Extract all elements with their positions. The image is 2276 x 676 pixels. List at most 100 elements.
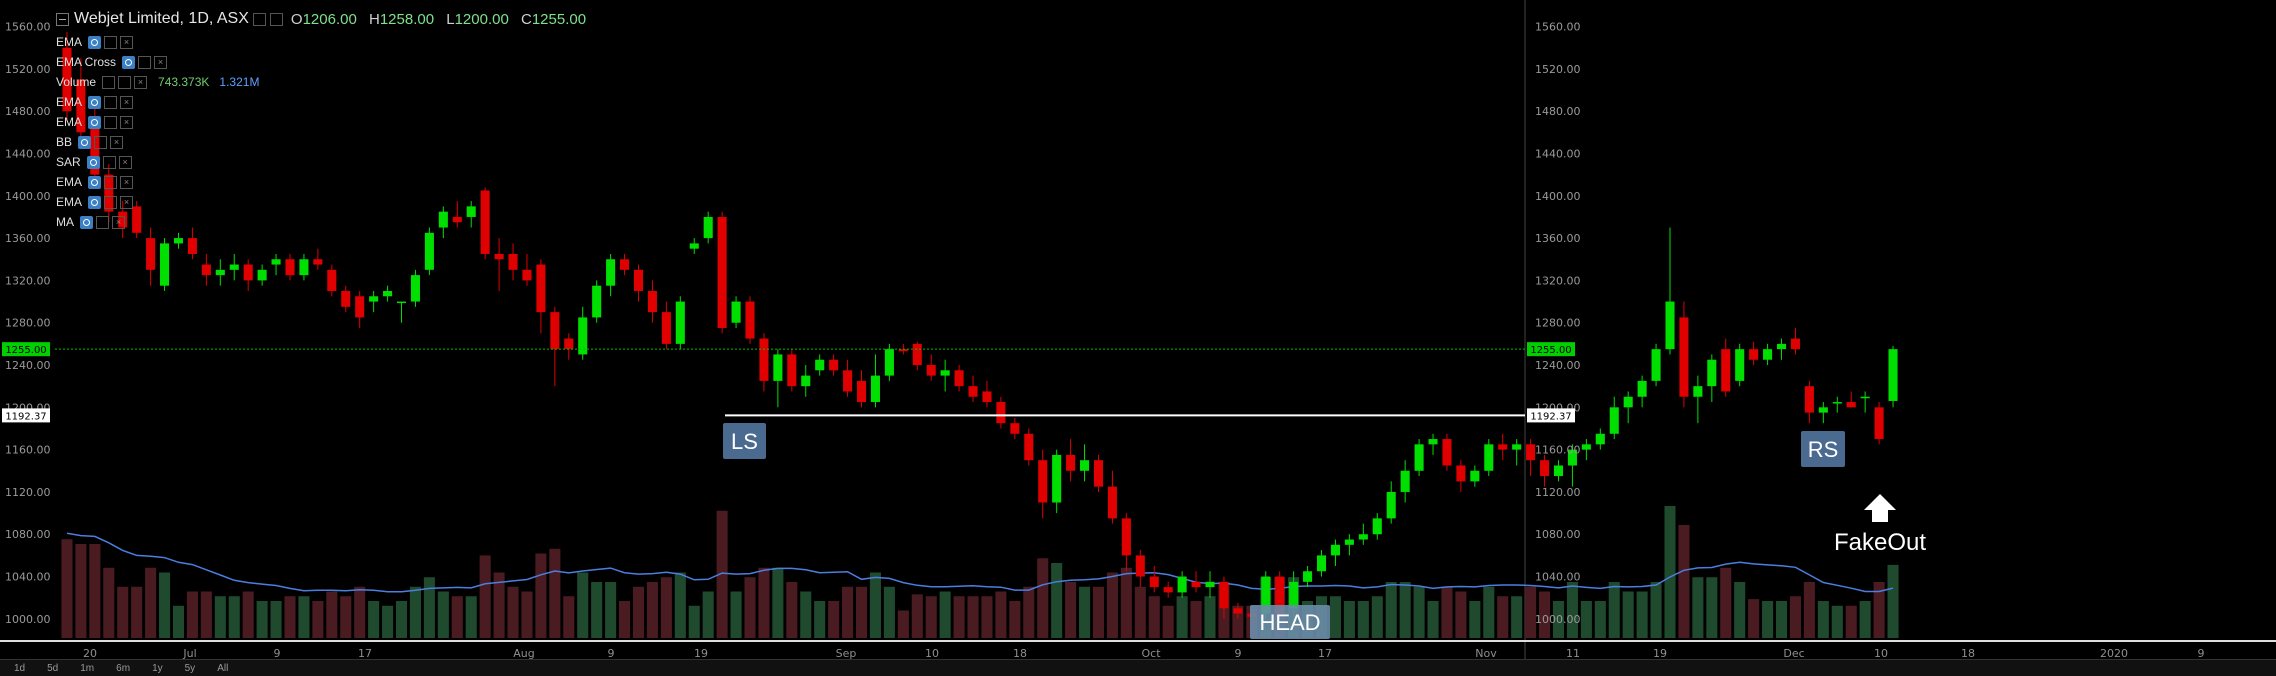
low-key: L	[446, 10, 455, 28]
x-tick-label: 20	[83, 647, 97, 660]
timeframe-1y[interactable]: 1y	[152, 662, 163, 674]
volume-bar	[1552, 601, 1565, 638]
candle-body	[829, 359, 839, 371]
volume-bar	[744, 577, 756, 638]
volume-bar	[284, 596, 296, 638]
indicator-row[interactable]: EMA ×	[56, 92, 259, 112]
x-tick-label: 10	[1874, 647, 1888, 660]
ohlc-values: O1206.00 H1258.00 L1200.00 C1255.00	[291, 11, 594, 28]
volume-ma-value: 1.321M	[219, 75, 260, 89]
settings-icon	[118, 75, 132, 89]
candle-body	[1414, 444, 1424, 471]
volume-bar	[1455, 591, 1467, 638]
candle-body	[536, 264, 546, 313]
candle-body	[1107, 486, 1117, 519]
indicator-row[interactable]: BB ×	[56, 132, 259, 152]
candle-body	[76, 79, 86, 133]
settings-icon[interactable]	[269, 12, 283, 26]
candle-body	[1358, 534, 1368, 540]
date-axis[interactable]: 20 Jul 9 17 Aug 9 19 Sep 10 18 Oct 9 17 Nov 11 19 Dec 10 1…	[83, 647, 2205, 660]
timeframe-5y[interactable]: 5y	[184, 662, 196, 674]
timeframe-all[interactable]: All	[217, 662, 229, 674]
volume-bar	[1650, 582, 1662, 638]
indicator-row[interactable]: SAR ×	[56, 152, 259, 172]
y-tick-label-right: 1080.00	[1535, 528, 1581, 541]
neckline-badge-left-text: 1192.37	[5, 411, 46, 422]
timeframe-5d[interactable]: 5d	[47, 662, 59, 674]
candle-body	[1080, 460, 1090, 471]
eye-icon	[104, 95, 118, 109]
volume-bar	[1594, 601, 1606, 638]
volume-bar	[1079, 586, 1091, 638]
indicator-name: Volume	[56, 75, 97, 89]
rs-label: RS	[1801, 431, 1845, 467]
indicator-name: BB	[56, 135, 73, 149]
candle-body	[438, 211, 448, 228]
indicator-row[interactable]: Volume × 743.373K 1.321M	[56, 72, 259, 92]
candle-body	[522, 269, 532, 281]
indicator-row[interactable]: EMA ×	[56, 192, 259, 212]
timeframe-1d[interactable]: 1d	[14, 662, 26, 674]
candle-body	[1330, 544, 1340, 556]
settings-icon	[86, 155, 100, 169]
volume-bar	[214, 596, 226, 638]
candle-body	[215, 269, 225, 276]
indicator-name: SAR	[56, 155, 81, 169]
candle-body	[661, 312, 671, 344]
candle-body	[1456, 465, 1466, 482]
candle-body	[494, 253, 504, 260]
volume-bar	[646, 582, 658, 638]
volume-bar	[1343, 601, 1355, 638]
candle-body	[508, 253, 518, 270]
indicator-row[interactable]: EMA Cross ×	[56, 52, 259, 72]
indicator-row[interactable]: EMA ×	[56, 112, 259, 132]
volume-bar	[1859, 601, 1871, 638]
y-tick-label-right: 1440.00	[1535, 147, 1581, 160]
open-key: O	[290, 10, 303, 28]
volume-bar	[1539, 591, 1551, 638]
volume-bar	[354, 586, 366, 638]
collapse-icon[interactable]	[56, 12, 69, 26]
candle-body	[1303, 571, 1313, 582]
indicator-row[interactable]: MA ×	[56, 212, 259, 232]
volume-bar	[1497, 596, 1509, 638]
indicator-row[interactable]: EMA ×	[56, 172, 259, 192]
eye-icon[interactable]	[252, 12, 266, 26]
neckline-badge-right: 1192.37	[1527, 408, 1575, 423]
settings-icon	[80, 215, 93, 229]
volume-bar	[619, 601, 631, 638]
candle-body	[480, 190, 490, 254]
volume-bar	[1775, 601, 1788, 638]
candle-body	[675, 301, 685, 344]
indicator-row[interactable]: EMA ×	[56, 32, 259, 52]
candle-body	[856, 380, 867, 403]
candle-body	[1135, 555, 1145, 577]
eye-icon	[104, 175, 118, 189]
y-tick-label-left: 1080.00	[5, 528, 51, 541]
y-tick-label-left: 1360.00	[5, 232, 51, 245]
candle-body	[1484, 444, 1494, 471]
timeframe-1m[interactable]: 1m	[80, 662, 95, 674]
close-icon: ×	[118, 155, 132, 169]
neckline-badge-left-box	[2, 408, 50, 423]
candle-body	[1372, 518, 1382, 535]
volume-bar	[103, 567, 115, 638]
x-tick-label: 18	[1961, 647, 1975, 660]
candle-body	[1149, 576, 1159, 588]
volume-bar	[1566, 582, 1578, 638]
rs-text: RS	[1808, 437, 1839, 462]
volume-bar	[521, 591, 533, 638]
candle-body	[104, 174, 114, 212]
volume-bar	[1385, 582, 1397, 638]
candle-body	[1121, 518, 1131, 556]
timeframe-6m[interactable]: 6m	[116, 662, 131, 674]
volume-bar	[925, 596, 937, 638]
candle-body	[1763, 349, 1773, 360]
volume-bar	[507, 586, 519, 638]
volume-bar	[716, 510, 728, 638]
head-label: HEAD	[1250, 605, 1330, 639]
settings-icon	[78, 135, 92, 149]
candle-body	[912, 343, 922, 366]
volume-bar	[395, 601, 408, 638]
